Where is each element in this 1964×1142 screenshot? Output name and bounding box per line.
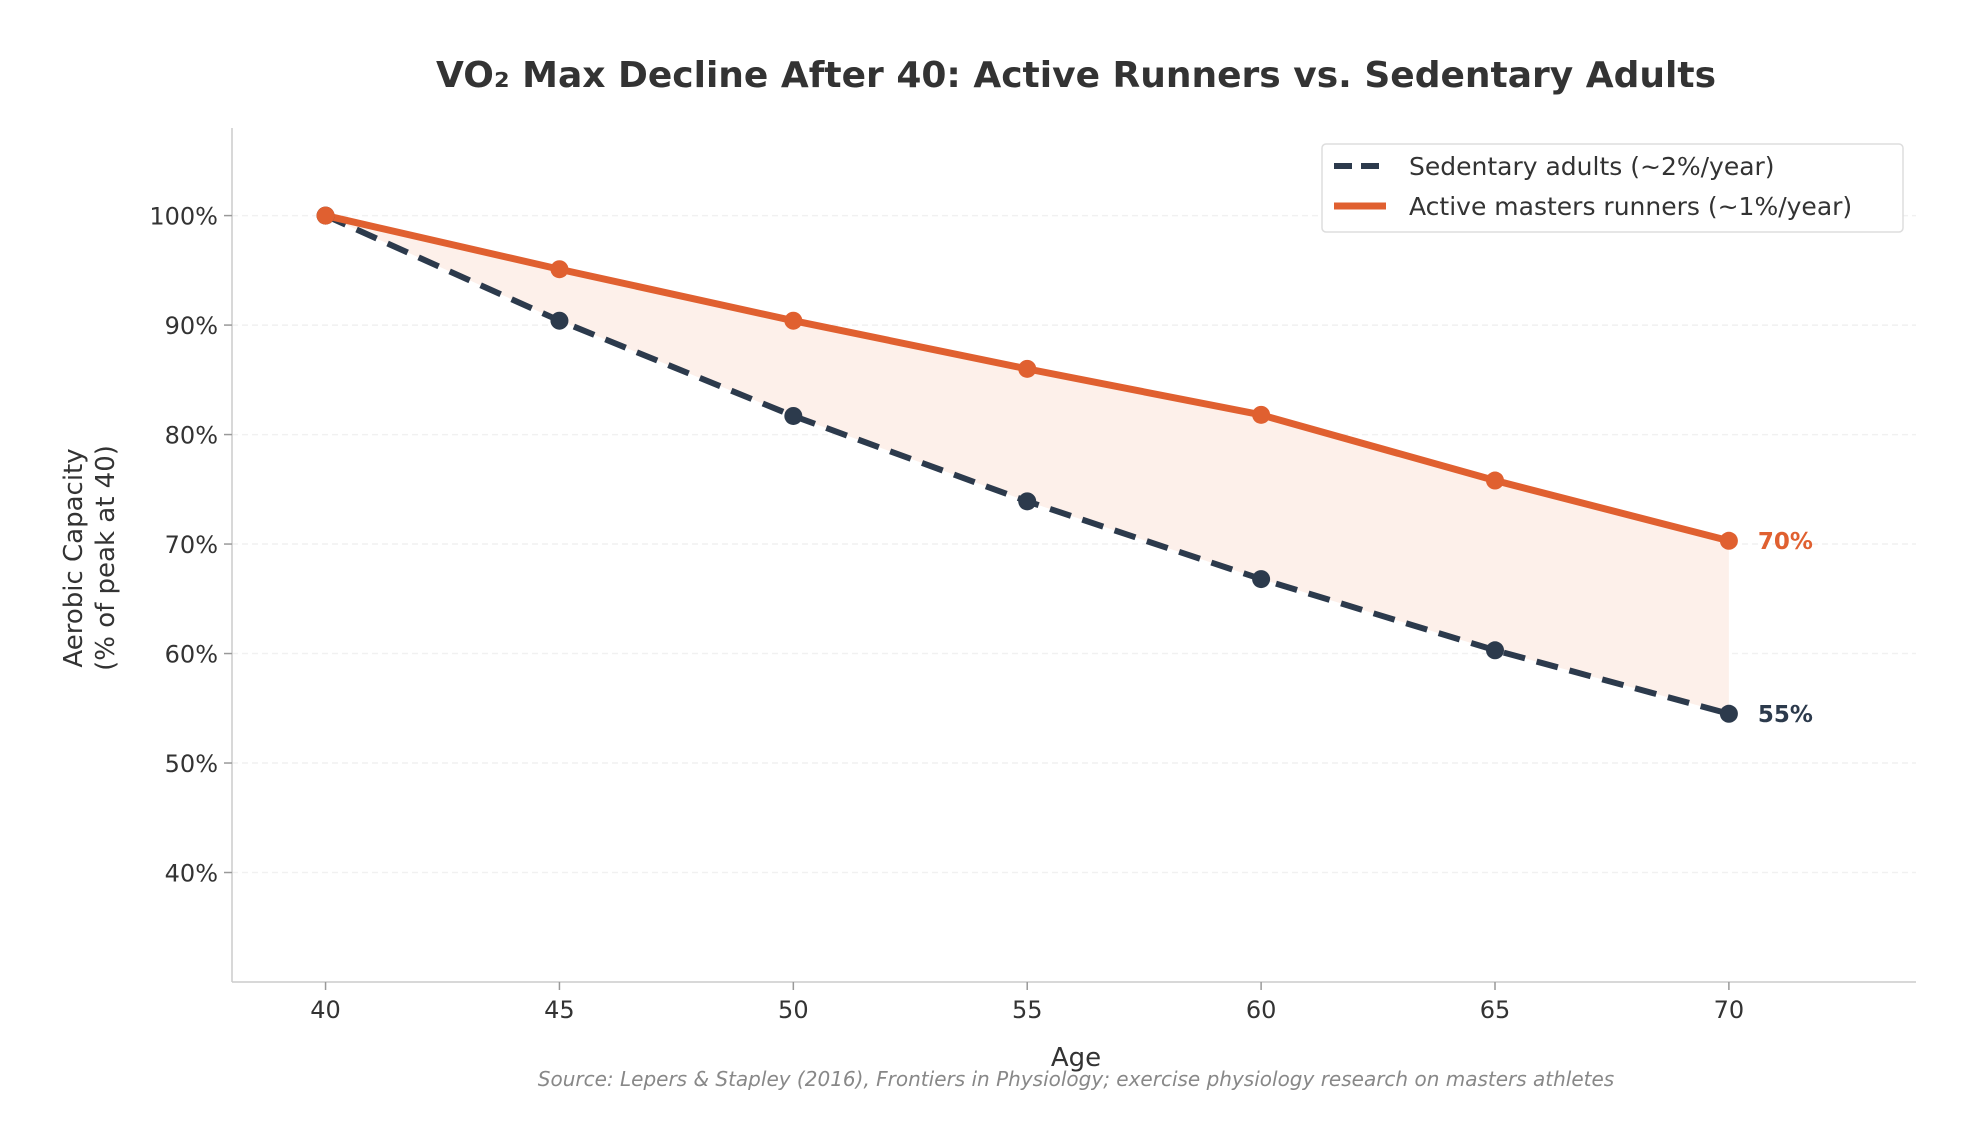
end-label-sedentary: 55%: [1758, 702, 1813, 728]
x-tick-label: 60: [1246, 996, 1277, 1024]
data-point-active: [1486, 471, 1504, 490]
data-point-sedentary: [550, 311, 569, 330]
data-point-active: [1719, 531, 1738, 550]
y-axis-label: Aerobic Capacity (% of peak at 40): [59, 445, 121, 671]
data-point-active: [316, 206, 335, 225]
data-point-active: [1018, 359, 1037, 378]
y-tick-label: 60%: [165, 641, 218, 669]
x-tick-label: 65: [1480, 996, 1511, 1024]
legend-label-active: Active masters runners (~1%/year): [1409, 192, 1852, 221]
data-point-active: [1252, 405, 1271, 424]
y-axis-label-line1: Aerobic Capacity: [59, 448, 89, 667]
legend-box: [1321, 143, 1904, 233]
x-axis-label: Age: [1051, 1043, 1101, 1073]
y-axis-ticks: 40% 50% 60% 70% 80% 90% 100%: [149, 203, 232, 888]
y-tick-label: 70%: [165, 531, 218, 559]
y-tick-label: 100%: [149, 203, 218, 231]
data-point-sedentary: [784, 406, 803, 425]
data-point-sedentary: [1252, 570, 1271, 589]
legend: Sedentary adults (~2%/year) Active maste…: [1321, 143, 1904, 233]
end-label-active: 70%: [1758, 529, 1813, 555]
legend-label-sedentary: Sedentary adults (~2%/year): [1409, 152, 1775, 181]
x-tick-label: 40: [310, 996, 341, 1024]
chart-title: VO₂ Max Decline After 40: Active Runners…: [436, 55, 1716, 96]
y-axis-label-line2: (% of peak at 40): [91, 445, 121, 671]
y-tick-label: 90%: [165, 312, 218, 340]
y-tick-label: 40%: [165, 860, 218, 888]
y-tick-label: 50%: [165, 750, 218, 778]
x-tick-label: 45: [544, 996, 575, 1024]
series-layer: 55% 70%: [316, 206, 1813, 728]
data-point-sedentary: [1486, 641, 1504, 660]
x-tick-label: 50: [778, 996, 809, 1024]
data-point-sedentary: [1018, 492, 1037, 511]
gap-shaded-area: [325, 215, 1729, 714]
source-note: Source: Lepers & Stapley (2016), Frontie…: [538, 1067, 1614, 1091]
x-axis-ticks: 40 45 50 55 60 65 70: [310, 982, 1744, 1024]
x-tick-label: 70: [1714, 996, 1745, 1024]
data-point-active: [550, 260, 569, 279]
y-tick-label: 80%: [165, 422, 218, 450]
data-point-sedentary: [1719, 704, 1738, 723]
x-tick-label: 55: [1012, 996, 1043, 1024]
data-point-active: [784, 311, 803, 330]
